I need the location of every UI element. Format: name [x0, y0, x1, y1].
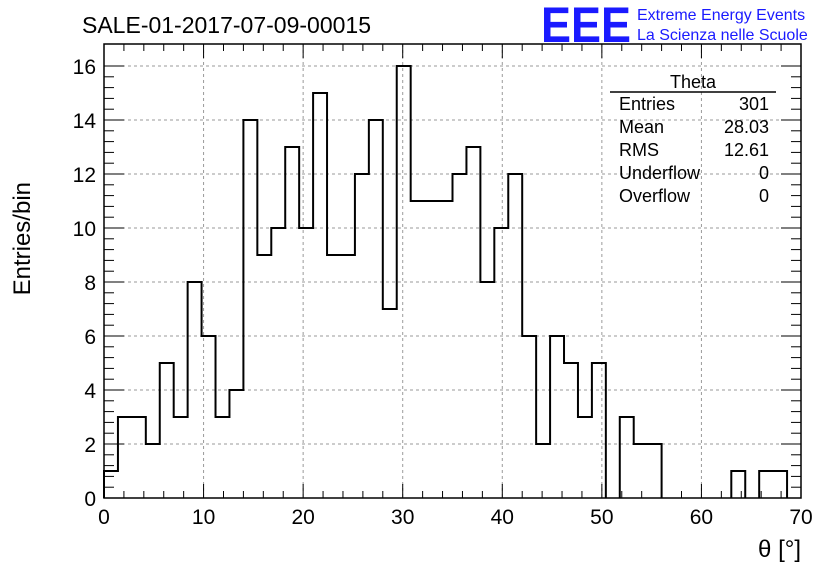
plot-frame: [103, 43, 802, 499]
axis-ticks: [103, 44, 802, 499]
stats-row-label: Mean: [619, 117, 664, 137]
y-tick-label: 8: [84, 272, 96, 295]
y-tick-label: 10: [73, 218, 96, 241]
x-tick-label: 30: [391, 506, 414, 529]
stats-row-value: 28.03: [724, 117, 769, 137]
histogram-series: [103, 65, 789, 498]
stats-row-value: 301: [739, 94, 769, 114]
tick-labels: 0 10 20 30 40 50 60 70 0 2 4 6 8 10 12 14 16: [73, 56, 813, 529]
stats-box: Theta Entries 301 Mean 28.03 RMS 12.61 Underfl…: [610, 72, 776, 206]
x-tick-label: 40: [491, 506, 514, 529]
stats-title: Theta: [670, 72, 717, 92]
stats-row-value: 0: [759, 186, 769, 206]
x-tick-label: 60: [690, 506, 713, 529]
y-tick-label: 2: [84, 434, 96, 457]
x-axis-label: θ [°]: [758, 536, 801, 563]
eee-logo: EEE: [541, 0, 631, 53]
logo-line-1: Extreme Energy Events: [637, 7, 805, 24]
stats-row-value: 0: [759, 163, 769, 183]
y-tick-label: 16: [73, 56, 96, 79]
y-tick-label: 14: [73, 110, 97, 133]
stats-row-label: Overflow: [619, 186, 691, 206]
y-tick-label: 12: [73, 164, 96, 187]
y-axis-label: Entries/bin: [9, 182, 36, 295]
logo-line-2: La Scienza nelle Scuole: [637, 27, 808, 44]
y-tick-label: 0: [84, 488, 96, 511]
y-tick-label: 6: [84, 326, 96, 349]
grid: [104, 44, 801, 498]
y-tick-label: 4: [84, 380, 96, 403]
stats-row-label: Underflow: [619, 163, 701, 183]
x-tick-label: 10: [192, 506, 215, 529]
x-tick-label: 20: [291, 506, 314, 529]
stats-row-label: Entries: [619, 94, 675, 114]
stats-row-label: RMS: [619, 140, 659, 160]
x-tick-label: 50: [590, 506, 613, 529]
chart-title: SALE-01-2017-07-09-00015: [82, 12, 371, 38]
stats-row-value: 12.61: [724, 140, 769, 160]
x-tick-label: 0: [98, 506, 110, 529]
x-tick-label: 70: [789, 506, 812, 529]
